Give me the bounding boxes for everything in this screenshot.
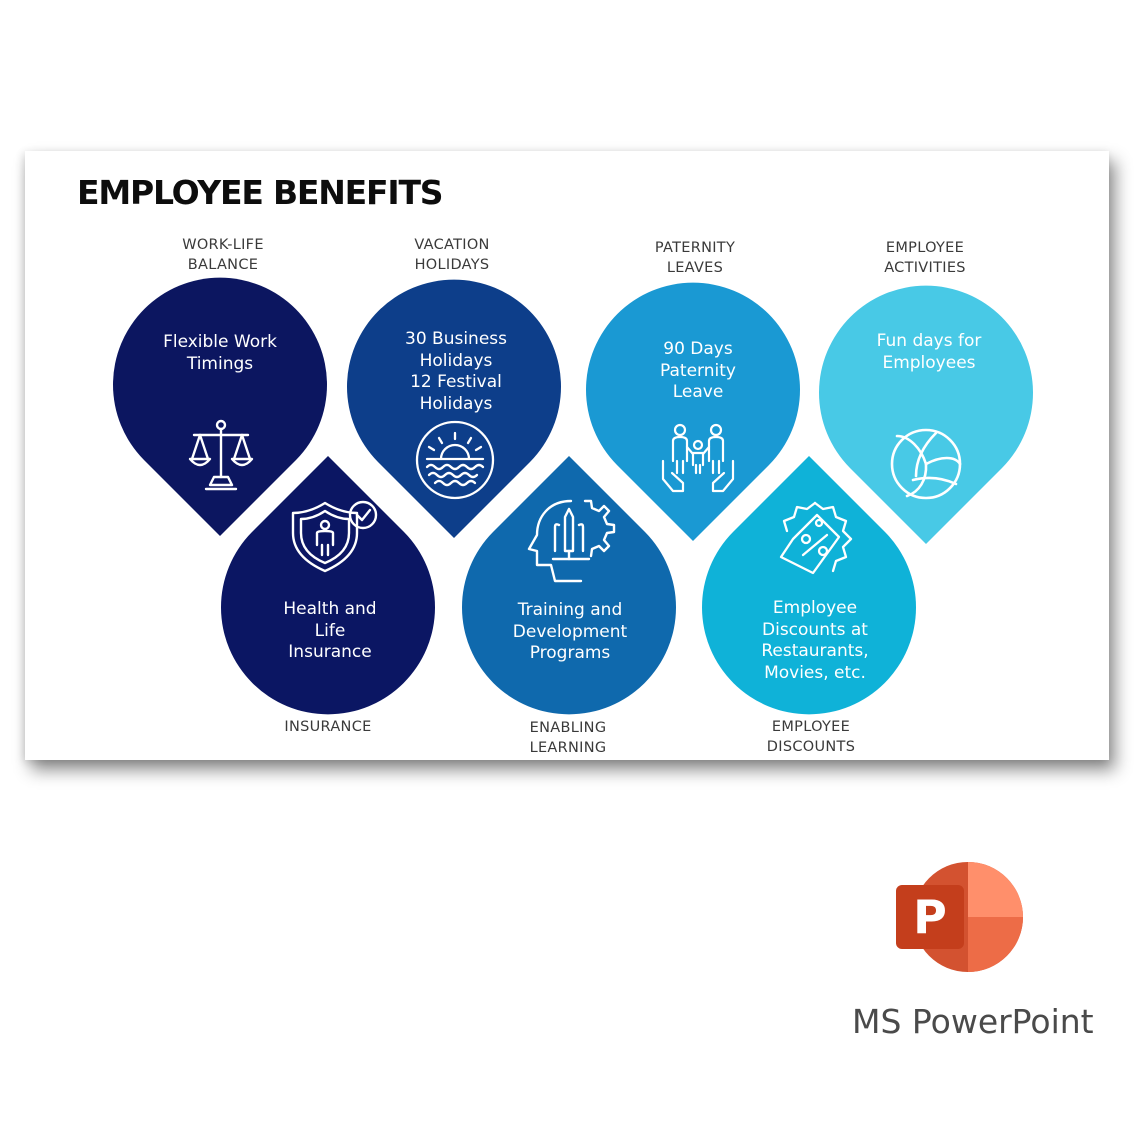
caption-insurance: INSURANCE: [243, 717, 413, 737]
benefit-text-paternity-leaves: 90 Days Paternity Leave: [618, 339, 778, 404]
benefit-text-line: Flexible Work: [163, 332, 277, 352]
drop-employee-discounts: [702, 456, 917, 715]
drop-vacation-holidays: [346, 279, 561, 538]
benefit-text-enabling-learning: Training and Development Programs: [490, 600, 650, 665]
drop-employee-activities: [819, 285, 1033, 544]
shield-person-icon: [291, 500, 378, 573]
benefit-text-line: 90 Days: [663, 339, 733, 359]
drop-work-life-balance: [112, 277, 327, 536]
caption-line: WORK-LIFE: [182, 237, 264, 253]
benefit-text-employee-activities: Fun days for Employees: [849, 331, 1009, 374]
benefit-text-line: Health and: [283, 599, 377, 619]
benefit-text-work-life-balance: Flexible Work Timings: [140, 332, 300, 375]
app-name: MS PowerPoint: [852, 1002, 1094, 1041]
benefit-text-line: Restaurants,: [761, 641, 869, 661]
benefit-text-line: Life: [314, 620, 346, 641]
benefit-text-line: Holidays: [419, 393, 493, 414]
slide-title: EMPLOYEE BENEFITS: [77, 173, 444, 212]
drop-insurance: [221, 456, 435, 715]
caption-line: DISCOUNTS: [766, 739, 856, 755]
caption-line: BALANCE: [187, 257, 259, 273]
caption-vacation-holidays: VACATION HOLIDAYS: [367, 235, 537, 275]
benefit-text-line: Employee: [772, 598, 858, 618]
benefit-text-line: 30 Business: [405, 329, 507, 349]
discount-tag-icon: [779, 501, 853, 575]
benefit-text-insurance: Health and Life Insurance: [250, 599, 410, 664]
benefit-text-line: Holidays: [419, 350, 493, 371]
benefit-text-line: Paternity: [660, 360, 736, 381]
drop-paternity-leaves: [586, 282, 800, 541]
caption-line: EMPLOYEE: [885, 240, 965, 256]
benefit-text-employee-discounts: Employee Discounts at Restaurants, Movie…: [735, 598, 895, 684]
balance-scale-icon: [188, 419, 254, 491]
benefit-text-line: 12 Festival: [410, 372, 502, 392]
caption-enabling-learning: ENABLING LEARNING: [483, 718, 653, 758]
benefit-text-line: Employees: [882, 352, 976, 373]
caption-line: VACATION: [414, 237, 490, 253]
caption-line: PATERNITY: [654, 240, 736, 256]
benefit-text-line: Programs: [529, 643, 611, 663]
head-gear-icon: [527, 499, 616, 583]
benefit-text-line: Discounts at: [762, 619, 868, 640]
powerpoint-logo-icon: P: [896, 862, 1023, 972]
caption-line: EMPLOYEE: [771, 719, 851, 735]
drop-enabling-learning: [462, 456, 677, 715]
benefit-text-vacation-holidays: 30 Business Holidays 12 Festival Holiday…: [376, 329, 536, 415]
caption-line: ACTIVITIES: [884, 260, 966, 276]
caption-employee-discounts: EMPLOYEE DISCOUNTS: [726, 717, 896, 757]
slide: EMPLOYEE BENEFITS WORK-LIFE BALANCE VACA…: [25, 151, 1109, 760]
benefit-text-line: Leave: [672, 382, 724, 402]
benefit-drops: [112, 277, 1033, 715]
caption-line: INSURANCE: [284, 719, 372, 735]
benefit-text-line: Training and: [517, 600, 623, 620]
benefit-text-line: Insurance: [288, 642, 372, 662]
benefit-text-line: Development: [512, 621, 628, 642]
caption-line: LEARNING: [529, 740, 607, 756]
caption-work-life-balance: WORK-LIFE BALANCE: [138, 235, 308, 275]
benefit-text-line: Fun days for: [876, 331, 982, 351]
caption-line: LEAVES: [666, 260, 724, 276]
sunset-waves-icon: [415, 420, 495, 500]
benefit-text-line: Timings: [186, 353, 254, 374]
family-hands-icon: [661, 423, 735, 493]
volleyball-icon: [890, 428, 962, 500]
caption-line: HOLIDAYS: [414, 257, 490, 273]
benefit-text-line: Movies, etc.: [764, 662, 866, 683]
logo-letter: P: [913, 890, 947, 944]
caption-line: ENABLING: [529, 720, 607, 736]
caption-employee-activities: EMPLOYEE ACTIVITIES: [840, 238, 1010, 278]
caption-paternity-leaves: PATERNITY LEAVES: [610, 238, 780, 278]
